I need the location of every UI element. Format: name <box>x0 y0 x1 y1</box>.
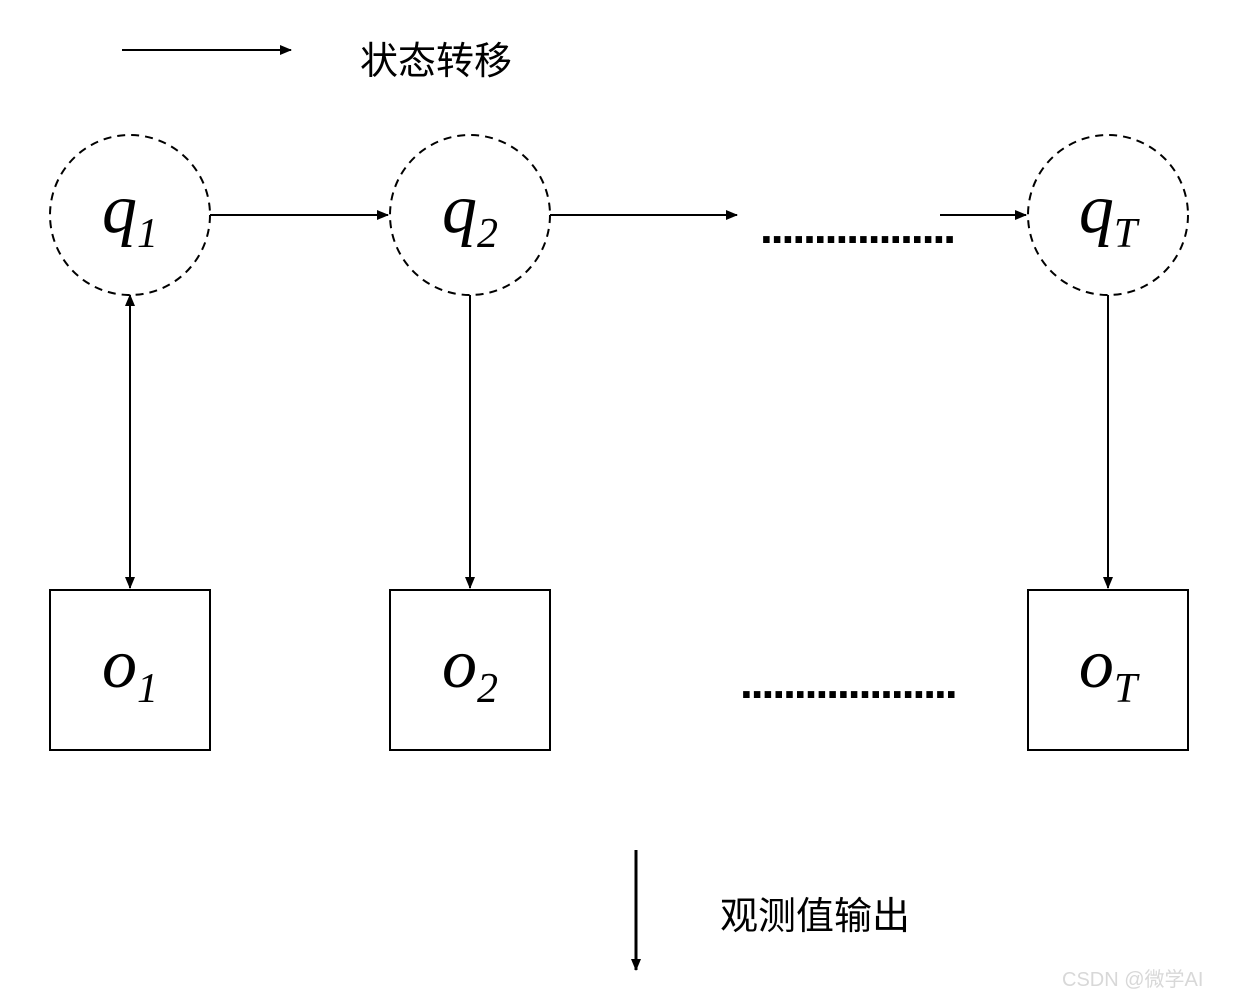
obs-label-o1: o1 <box>70 625 190 713</box>
hmm-diagram <box>0 0 1248 992</box>
obs-label-oT: oT <box>1048 625 1168 713</box>
state-label-q2: q2 <box>410 170 530 258</box>
legend-transition-label: 状态转移 <box>360 30 512 85</box>
ellipsis-states: .................. <box>760 200 954 254</box>
legend-output-label: 观测值输出 <box>720 885 910 940</box>
state-label-qT: qT <box>1048 170 1168 258</box>
obs-label-o2: o2 <box>410 625 530 713</box>
state-label-q1: q1 <box>70 170 190 258</box>
ellipsis-observations: .................... <box>740 655 956 709</box>
watermark: CSDN @微学AI <box>1062 963 1203 992</box>
